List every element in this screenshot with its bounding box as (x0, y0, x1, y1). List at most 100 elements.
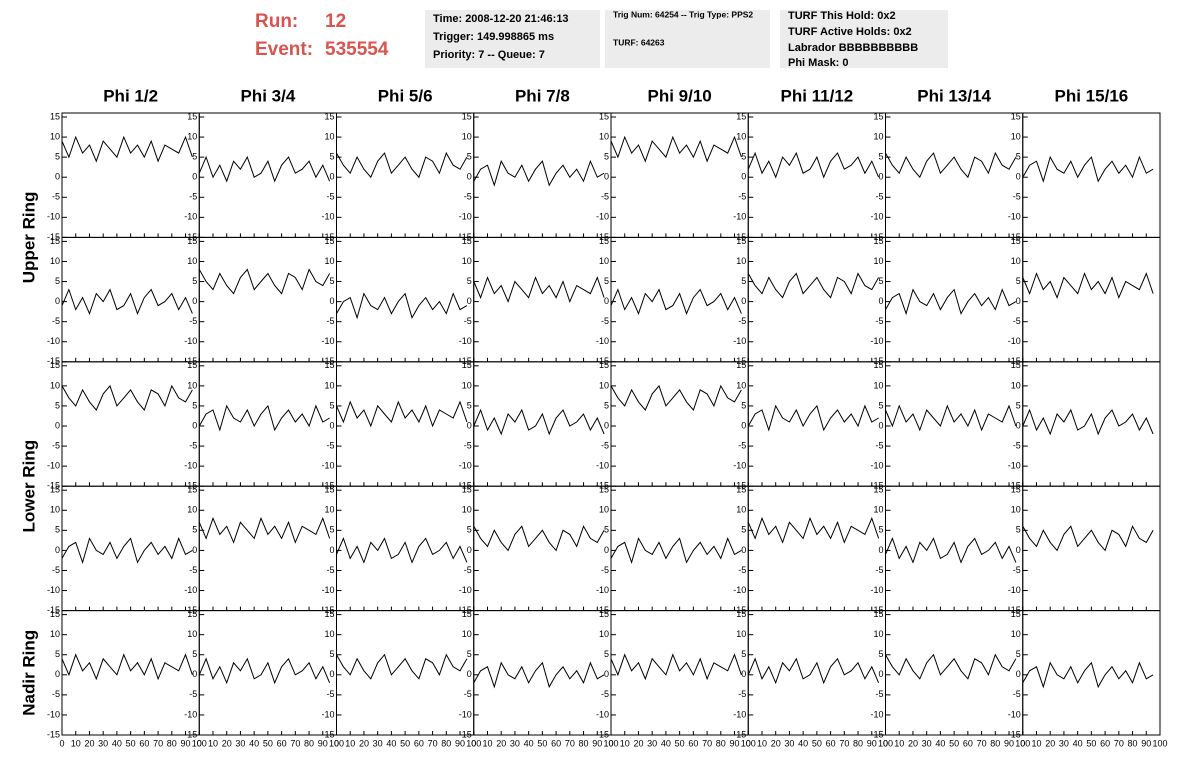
y-tick-label: 5 (329, 525, 334, 535)
y-tick-label: 0 (1016, 172, 1021, 182)
waveform (61, 288, 193, 315)
y-tick-label: 5 (741, 400, 746, 410)
y-tick-label: 10 (462, 131, 472, 141)
y-tick-label: 15 (873, 236, 883, 246)
panel-frame (336, 236, 475, 363)
y-tick-label: 0 (55, 420, 60, 430)
y-tick-label: -10 (1008, 461, 1021, 471)
y-tick-label: 5 (55, 276, 60, 286)
y-tick-label: -10 (733, 461, 746, 471)
y-tick-label: 15 (1011, 485, 1021, 495)
x-tick-label: 80 (716, 738, 726, 748)
waveform (747, 657, 880, 685)
y-tick-label: 0 (741, 669, 746, 679)
waveform (198, 657, 331, 685)
y-tick-label: 5 (1016, 400, 1021, 410)
y-tick-label: -10 (1008, 585, 1021, 595)
y-tick-label: 10 (324, 380, 334, 390)
panel-frame (336, 485, 475, 612)
y-tick-label: 10 (1011, 629, 1021, 639)
x-tick-label: 40 (524, 738, 534, 748)
panel-frame (885, 485, 1024, 612)
y-tick-label: -15 (1008, 232, 1021, 242)
panel-frame (61, 610, 200, 736)
x-tick-label: 90 (592, 738, 602, 748)
y-tick-label: -15 (733, 356, 746, 366)
info-text: Phi Mask: 0 (788, 57, 849, 69)
x-tick-label: 80 (304, 738, 314, 748)
y-tick-label: 15 (50, 360, 60, 370)
y-tick-label: 5 (604, 525, 609, 535)
y-tick-label: 10 (599, 380, 609, 390)
panel-frame (198, 361, 337, 487)
x-tick-label: 60 (826, 738, 836, 748)
y-tick-label: -15 (870, 356, 883, 366)
panel-frame (1022, 361, 1161, 487)
panel-frame (610, 236, 749, 363)
panel-frame (885, 610, 1024, 736)
y-tick-label: 15 (462, 609, 472, 619)
panel-frame (747, 610, 886, 736)
y-tick-label: -5 (326, 316, 334, 326)
y-tick-label: 15 (50, 236, 60, 246)
y-tick-label: 10 (1011, 256, 1021, 266)
x-tick-label: 10 (620, 738, 630, 748)
x-tick-label: 40 (1073, 738, 1083, 748)
y-tick-label: 0 (467, 296, 472, 306)
x-tick-label: 0 (197, 738, 202, 748)
waveform (336, 151, 468, 179)
y-tick-label: -10 (596, 212, 609, 222)
y-tick-label: -5 (189, 440, 197, 450)
x-tick-label: 20 (908, 738, 918, 748)
y-tick-label: 0 (329, 172, 334, 182)
y-tick-label: -10 (321, 585, 334, 595)
y-tick-label: -5 (326, 440, 334, 450)
y-tick-label: -5 (738, 192, 746, 202)
y-tick-label: -10 (321, 336, 334, 346)
waveform (473, 159, 605, 187)
y-tick-label: -15 (184, 605, 197, 615)
panel-frame (1022, 485, 1161, 612)
y-tick-label: 15 (187, 609, 197, 619)
y-tick-label: 5 (55, 152, 60, 162)
y-tick-label: -15 (596, 481, 609, 491)
y-tick-label: 5 (741, 649, 746, 659)
y-tick-label: 0 (878, 669, 883, 679)
row-title: Nadir Ring (19, 630, 38, 716)
y-tick-label: 5 (329, 400, 334, 410)
panel-frame (198, 610, 337, 736)
x-tick-label: 70 (977, 738, 987, 748)
y-tick-label: -15 (459, 481, 472, 491)
y-tick-label: 0 (192, 172, 197, 182)
panel-frame (1022, 236, 1161, 363)
y-tick-label: 10 (873, 131, 883, 141)
y-tick-label: 0 (55, 172, 60, 182)
y-tick-label: 15 (1011, 609, 1021, 619)
y-tick-label: 0 (741, 296, 746, 306)
y-tick-label: -5 (52, 440, 60, 450)
panel-frame (473, 485, 612, 612)
y-tick-label: -5 (326, 192, 334, 202)
waveform (336, 292, 468, 320)
y-tick-label: -5 (738, 316, 746, 326)
y-tick-label: 0 (55, 669, 60, 679)
waveform (747, 404, 879, 432)
waveform (1022, 155, 1154, 183)
info-box (780, 10, 948, 68)
panel-frame (747, 485, 886, 612)
info-text: TURF This Hold: 0x2 (788, 10, 896, 22)
x-tick-label: 30 (922, 738, 932, 748)
y-tick-label: -10 (459, 461, 472, 471)
y-tick-label: -15 (1008, 481, 1021, 491)
y-tick-label: -15 (184, 232, 197, 242)
x-tick-label: 20 (1045, 738, 1055, 748)
panel-frame (885, 236, 1024, 363)
y-tick-label: -15 (459, 356, 472, 366)
y-tick-label: -10 (184, 212, 197, 222)
panel-frame (610, 485, 749, 612)
waveform (473, 276, 605, 303)
run-label: Run: (255, 11, 298, 32)
x-tick-label: 100 (878, 738, 893, 748)
x-tick-label: 50 (1086, 738, 1096, 748)
y-tick-label: -5 (464, 565, 472, 575)
